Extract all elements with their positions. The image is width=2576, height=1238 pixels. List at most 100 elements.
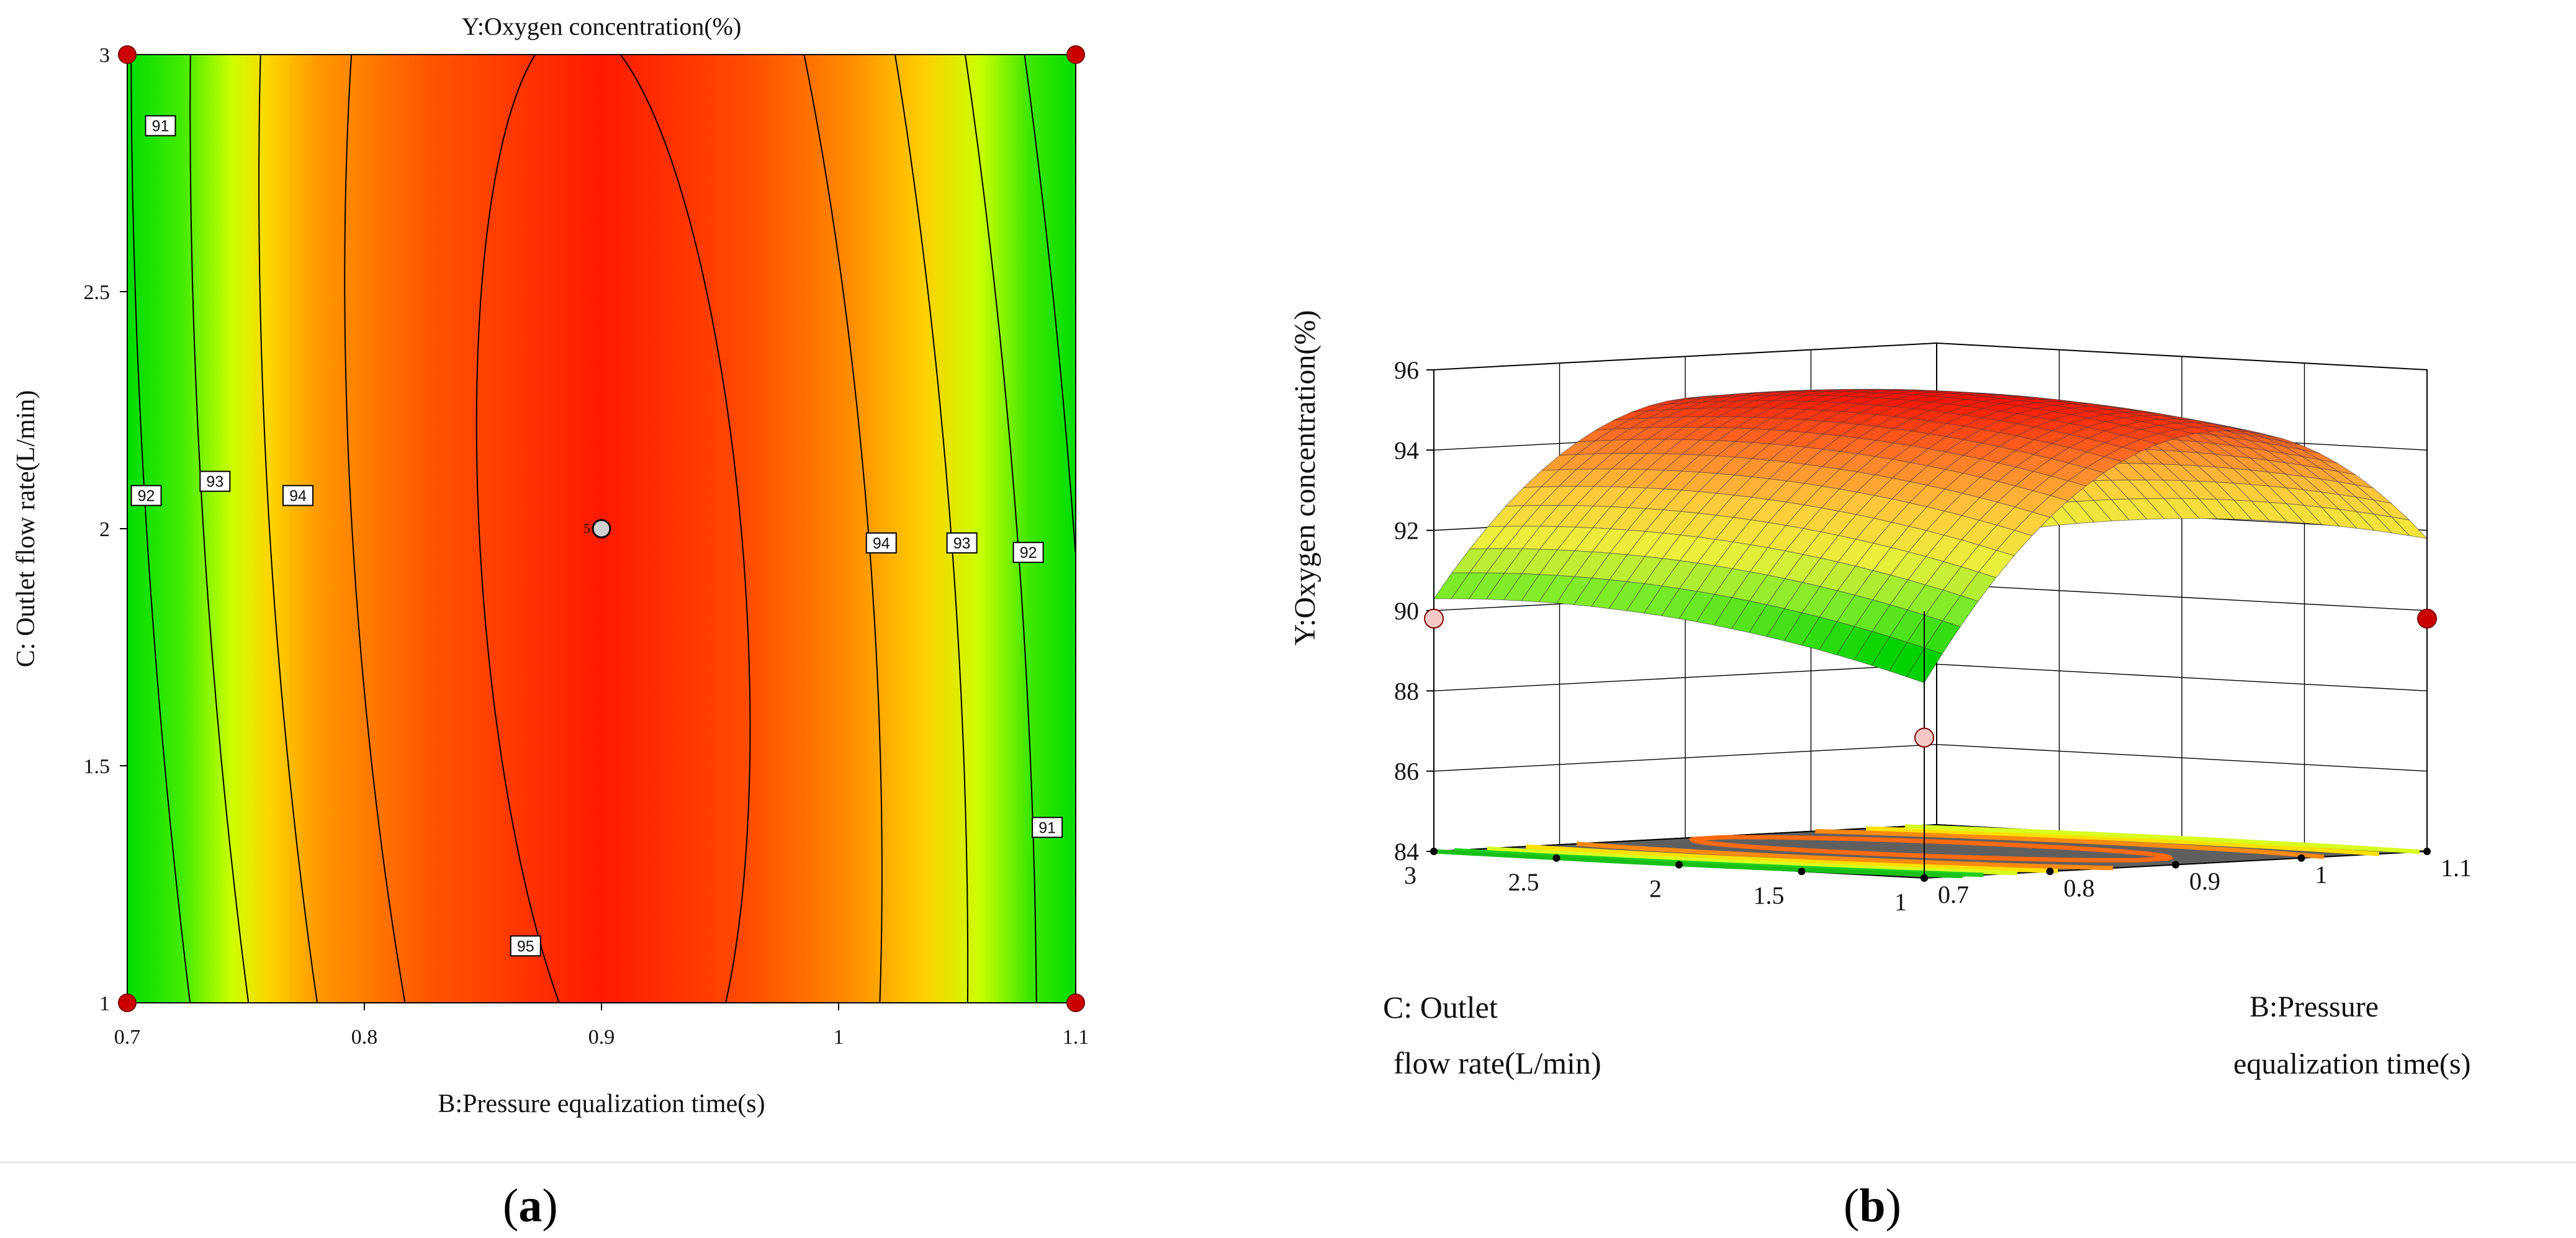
contour-lines xyxy=(130,54,1076,1003)
design-point xyxy=(1066,45,1085,64)
y-tick-label: 1.5 xyxy=(84,755,110,778)
x-tick-label: 1.1 xyxy=(1063,1026,1089,1049)
caption-a: (a) xyxy=(503,1179,558,1233)
contour-line-94-left xyxy=(344,54,406,1003)
contour-level-label-box xyxy=(145,115,176,137)
c-tick-label: 3 xyxy=(1404,861,1416,889)
surface-panel: 84 86 88 90 92 94 96 0.7 0.8 0.9 1 1.1 1 1.5 2 2.5 3 Y:O… xyxy=(1289,310,2472,1080)
design-point xyxy=(1066,994,1085,1012)
contour-level-label: 92 xyxy=(1012,542,1044,563)
surface-z-label: Y:Oxygen concentration(%) xyxy=(1289,310,1322,646)
surface-design-point xyxy=(1914,727,1934,748)
center-point-marker xyxy=(592,519,611,539)
contour-line-92-right xyxy=(965,54,1037,1003)
contour-panel: Y:Oxygen concentration(%) B:Pressure equ… xyxy=(12,12,1089,1118)
y-tick-label: 2 xyxy=(99,518,110,541)
c-tick-mark xyxy=(1675,861,1683,869)
contour-level-label-box xyxy=(510,935,541,957)
contour-title: Y:Oxygen concentration(%) xyxy=(462,12,742,40)
z-tick-label: 84 xyxy=(1394,838,1419,866)
contour-level-label-text: 91 xyxy=(152,118,169,135)
contour-line-93-left xyxy=(258,54,318,1003)
floor-contour-right xyxy=(1815,828,2325,859)
contour-level-label-text: 92 xyxy=(138,488,155,505)
b-tick-label: 0.8 xyxy=(2064,874,2095,902)
z-tick-label: 90 xyxy=(1394,597,1419,625)
design-points xyxy=(118,45,1085,1012)
contour-level-label: 95 xyxy=(510,935,541,957)
surface-b-label-line1: B:Pressure xyxy=(2249,990,2379,1023)
z-tick-label: 96 xyxy=(1394,356,1419,384)
contour-level-label: 94 xyxy=(865,532,897,554)
contour-level-label-box xyxy=(199,470,231,492)
floor-contour-left xyxy=(1576,841,2114,871)
contour-level-label-box xyxy=(1012,542,1044,563)
contour-ticks: 0.7 0.8 0.9 1 1.1 1 1.5 2 2.5 3 xyxy=(84,44,1089,1049)
contour-level-label-box xyxy=(1032,817,1063,838)
c-tick-mark xyxy=(1798,868,1806,876)
caption-b-open: ( xyxy=(1844,1180,1860,1232)
c-tick-mark xyxy=(1430,848,1438,855)
c-tick-mark xyxy=(1921,874,1928,882)
surface-design-point xyxy=(2417,608,2437,629)
floor-contour-right xyxy=(1866,826,2380,856)
c-tick-label: 2.5 xyxy=(1508,868,1539,896)
floor-contour-left xyxy=(1525,844,2058,874)
floor-contour-right xyxy=(1904,824,2420,854)
contour-level-label-text: 93 xyxy=(206,473,223,491)
center-point-label: 5 xyxy=(583,521,590,536)
floor-contours xyxy=(1434,824,2420,879)
contour-level-label-text: 93 xyxy=(953,535,971,552)
contour-line-91-right xyxy=(1024,54,1076,553)
c-tick-label: 1 xyxy=(1894,888,1907,916)
c-tick-label: 2 xyxy=(1649,875,1662,903)
b-tick-mark xyxy=(2172,861,2179,869)
x-tick-label: 0.9 xyxy=(588,1026,615,1049)
surface-ticks: 84 86 88 90 92 94 96 0.7 0.8 0.9 1 1.1 1 1.5 2 2.5 3 xyxy=(1394,356,2472,916)
floor-contour-left xyxy=(1434,849,1963,879)
response-surface xyxy=(1433,388,2428,683)
y-tick-label: 3 xyxy=(99,44,110,67)
contour-level-label-box xyxy=(865,532,897,554)
surface-b-label-line2: equalization time(s) xyxy=(2233,1047,2471,1080)
contour-level-label-box xyxy=(282,485,314,506)
contour-level-label: 92 xyxy=(130,485,162,506)
z-tick-label: 94 xyxy=(1394,436,1419,464)
caption-b: (b) xyxy=(1844,1179,1901,1233)
y-tick-label: 1 xyxy=(99,992,110,1015)
contour-level-label-box xyxy=(130,485,162,506)
contour-level-label: 94 xyxy=(282,485,314,506)
caption-a-close: ) xyxy=(542,1180,558,1232)
b-tick-label: 0.9 xyxy=(2189,868,2220,895)
x-tick-label: 1 xyxy=(834,1026,844,1049)
surface-design-point xyxy=(1424,608,1444,629)
b-tick-label: 1.1 xyxy=(2441,854,2472,882)
contour-level-label: 91 xyxy=(1032,817,1063,838)
floor-contour-left xyxy=(1487,846,2017,876)
contour-level-label: 91 xyxy=(145,115,176,137)
z-tick-label: 88 xyxy=(1394,677,1419,705)
b-tick-mark xyxy=(2046,868,2054,876)
b-tick-mark xyxy=(2423,848,2431,855)
contour-line-92-left xyxy=(189,54,250,1003)
contour-level-labels: 91 92 93 94 95 94 93 92 91 xyxy=(130,115,1063,957)
design-point xyxy=(118,45,137,64)
contour-level-label-text: 94 xyxy=(289,488,307,505)
contour-level-label-text: 95 xyxy=(517,938,534,955)
x-tick-label: 0.8 xyxy=(351,1026,378,1049)
contour-y-label: C: Outlet flow rate(L/min) xyxy=(12,390,40,668)
surface-design-points xyxy=(1424,608,2437,748)
contour-level-label: 93 xyxy=(946,532,978,554)
floor-contour-closed xyxy=(1688,835,2174,863)
surface-c-label-line2: flow rate(L/min) xyxy=(1394,1046,1601,1080)
y-tick-label: 2.5 xyxy=(84,281,110,304)
contour-level-label-box xyxy=(946,532,978,554)
contour-level-label-text: 92 xyxy=(1020,544,1037,562)
c-tick-mark xyxy=(1552,854,1560,862)
contour-line-94-right xyxy=(803,54,883,1003)
caption-a-letter: a xyxy=(518,1180,543,1232)
z-tick-label: 86 xyxy=(1394,758,1419,786)
b-tick-label: 1 xyxy=(2315,861,2328,889)
caption-a-open: ( xyxy=(503,1180,519,1232)
center-point: 5 xyxy=(583,519,611,539)
